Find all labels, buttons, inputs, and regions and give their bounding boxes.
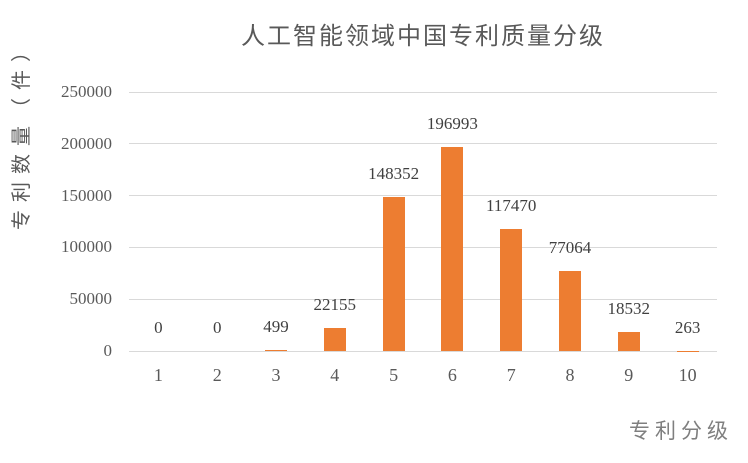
bar <box>323 328 346 351</box>
y-tick-label: 0 <box>103 341 113 360</box>
bar <box>617 331 640 351</box>
bar-value-label: 0 <box>212 318 222 337</box>
y-tick-label: 200000 <box>61 133 112 153</box>
chart-title: 人工智能领域中国专利质量分级 <box>241 24 605 50</box>
bar-value-label: 22155 <box>313 295 357 315</box>
gridline <box>129 298 717 300</box>
x-tick-label: 7 <box>506 365 516 385</box>
x-tick-label: 5 <box>389 365 399 385</box>
y-tick-label: 150000 <box>61 185 112 205</box>
bar-value-label: 196993 <box>426 113 478 133</box>
x-tick-label: 1 <box>153 365 163 385</box>
plot-area: 0 1 0 2 499 3 22155 4 148352 5 196993 6 117470 7 77064… <box>129 91 717 385</box>
bar-value-label: 117470 <box>486 196 537 216</box>
bar-value-label: 263 <box>674 317 701 337</box>
y-axis-title: 专利数量（件） <box>11 34 33 230</box>
bar <box>265 350 287 351</box>
x-axis-title: 专利分级 <box>629 419 733 443</box>
gridline <box>129 246 717 248</box>
bar-value-label: 0 <box>154 318 163 337</box>
x-tick-label: 9 <box>624 365 634 385</box>
x-tick-label: 3 <box>271 365 281 385</box>
x-tick-label: 4 <box>330 365 340 385</box>
x-tick-label: 2 <box>212 365 222 385</box>
gridline <box>129 143 717 145</box>
bar <box>441 146 464 351</box>
y-tick-label: 50000 <box>69 289 113 309</box>
bar-value-label: 148352 <box>368 164 420 184</box>
bar-value-label: 18532 <box>607 298 651 318</box>
gridline <box>129 91 717 93</box>
gridline <box>129 195 717 197</box>
bar <box>500 229 523 351</box>
x-tick-label: 6 <box>447 365 457 385</box>
bar-value-label: 499 <box>263 317 289 337</box>
bar <box>382 197 405 351</box>
x-tick-label: 8 <box>565 365 575 385</box>
x-tick-label: 10 <box>678 365 697 385</box>
bar-value-label: 77064 <box>548 238 592 258</box>
bar <box>559 271 581 351</box>
y-tick-label: 250000 <box>61 82 112 101</box>
gridline <box>129 350 717 352</box>
y-tick-label: 100000 <box>61 237 112 257</box>
